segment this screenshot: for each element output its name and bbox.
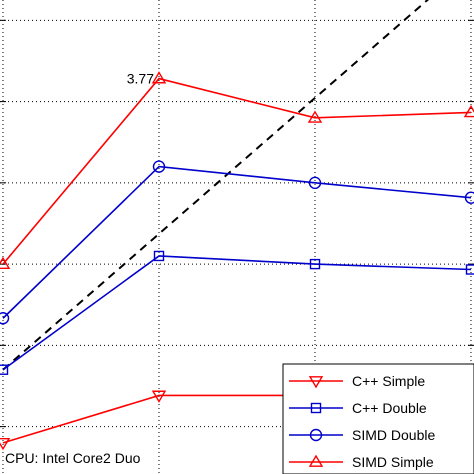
data-point-simd-simple-1 — [151, 71, 167, 84]
series-simd-simple — [0, 71, 474, 269]
series-simd-double — [0, 160, 474, 325]
data-point-simd-double-0 — [0, 312, 10, 325]
legend-item-simd-double: SIMD Double — [289, 427, 435, 443]
legend-marker-simd-double — [309, 428, 323, 442]
data-point-simd-double-2 — [308, 176, 322, 190]
data-point-simd-double-3 — [464, 191, 474, 204]
data-point-cpp-double-0 — [0, 364, 9, 375]
data-point-simd-simple-2 — [307, 110, 323, 123]
legend-item-simd-simple: SIMD Simple — [289, 454, 434, 470]
legend-marker-cpp-double — [310, 402, 322, 414]
legend-label-simd-double: SIMD Double — [352, 427, 435, 443]
series-cpp-double — [0, 250, 474, 375]
annotation-label-0: 3.77 — [127, 71, 154, 87]
series-line-simd-double — [2, 165, 472, 319]
data-point-cpp-double-1 — [153, 250, 165, 262]
data-point-simd-simple-0 — [0, 256, 11, 269]
legend-label-simd-simple: SIMD Simple — [352, 454, 434, 470]
reference-line — [2, 0, 429, 371]
data-point-cpp-double-2 — [309, 258, 321, 270]
data-point-cpp-double-3 — [465, 264, 474, 275]
cpu-note: CPU: Intel Core2 Duo — [5, 450, 141, 466]
legend-label-cpp-double: C++ Double — [352, 400, 427, 416]
legend-item-cpp-double: C++ Double — [289, 400, 427, 416]
data-point-simd-simple-3 — [463, 105, 474, 118]
legend-marker-simd-simple — [308, 454, 324, 467]
data-point-cpp-simple-1 — [151, 390, 167, 403]
series-line-cpp-double — [2, 255, 472, 371]
data-point-cpp-simple-0 — [0, 437, 11, 451]
legend-label-cpp-simple: C++ Simple — [352, 373, 425, 389]
legend-marker-cpp-simple — [308, 376, 324, 389]
reference-line-layer — [2, 0, 429, 371]
annotation-layer: 3.77 — [127, 71, 154, 87]
data-point-simd-double-1 — [152, 160, 166, 173]
series-line-simd-simple — [2, 77, 472, 265]
legend-item-cpp-simple: C++ Simple — [289, 373, 425, 389]
legend: C++ Simple C++ Double SIMD Double SIMD Simp… — [282, 363, 474, 474]
legend-box — [282, 363, 474, 474]
